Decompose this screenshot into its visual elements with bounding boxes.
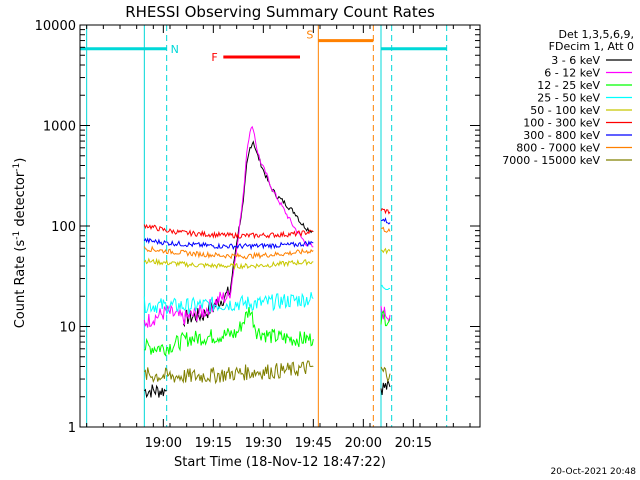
y-axis-label-end: ) bbox=[13, 158, 28, 163]
series-line-2-seg-0 bbox=[144, 307, 314, 357]
y-tick-label-4: 10000 bbox=[35, 19, 76, 34]
series-line-0-seg-0 bbox=[143, 384, 167, 399]
series-line-6-seg-1 bbox=[380, 217, 391, 225]
y-tick-label-2: 100 bbox=[51, 220, 76, 235]
series-line-0-seg-1 bbox=[182, 140, 314, 328]
series-line-8-seg-1 bbox=[380, 366, 391, 383]
series-line-3-seg-1 bbox=[380, 284, 391, 290]
y-tick-label-1: 10 bbox=[59, 321, 76, 336]
series-line-1-seg-0 bbox=[143, 125, 314, 328]
legend-header-0: Det 1,3,5,6,9, bbox=[558, 28, 634, 41]
annotation-label-s: S bbox=[306, 29, 313, 42]
series-line-2-seg-1 bbox=[380, 310, 391, 327]
legend: Det 1,3,5,6,9,FDecim 1, Att 03 - 6 keV6 … bbox=[502, 28, 634, 167]
series-line-5-seg-1 bbox=[380, 207, 391, 215]
legend-label-7: 800 - 7000 keV bbox=[516, 142, 600, 155]
timestamp: 20-Oct-2021 20:48 bbox=[551, 467, 637, 477]
series-line-3-seg-0 bbox=[143, 292, 314, 316]
y-axis-label-main: Count Rate (s bbox=[13, 240, 28, 329]
x-tick-label-3: 19:45 bbox=[295, 436, 332, 451]
legend-header-1: FDecim 1, Att 0 bbox=[549, 40, 634, 53]
series-line-5-seg-0 bbox=[143, 223, 314, 240]
series-line-7-seg-0 bbox=[143, 245, 314, 260]
y-tick-label-0: 1 bbox=[68, 421, 76, 436]
axis-ticks: 19:00 19:15 19:30 19:45 20:00 20:15 1 10 100 1000… bbox=[35, 19, 480, 451]
series-line-6-seg-0 bbox=[143, 237, 314, 251]
legend-label-0: 3 - 6 keV bbox=[551, 54, 600, 67]
y-axis-label: Count Rate (s-1 detector-1) bbox=[12, 158, 28, 329]
legend-label-4: 50 - 100 keV bbox=[530, 104, 600, 117]
y-axis-label-mid: detector bbox=[13, 171, 28, 231]
legend-label-1: 6 - 12 keV bbox=[544, 67, 600, 80]
plot-area: N F S bbox=[80, 25, 448, 427]
y-axis-label-sup2: -1 bbox=[12, 163, 22, 172]
legend-label-2: 12 - 25 keV bbox=[537, 79, 600, 92]
annotation-label-n: N bbox=[171, 43, 179, 56]
series-line-4-seg-1 bbox=[380, 247, 391, 255]
legend-label-5: 100 - 300 keV bbox=[523, 117, 600, 130]
y-tick-label-3: 1000 bbox=[43, 120, 76, 135]
x-tick-label-2: 19:30 bbox=[245, 436, 282, 451]
series-line-7-seg-1 bbox=[380, 226, 391, 233]
series-line-8-seg-0 bbox=[143, 360, 314, 385]
annotation-label-f: F bbox=[211, 51, 217, 64]
y-axis-label-sup1: -1 bbox=[12, 231, 22, 240]
series-line-0-seg-2 bbox=[380, 379, 391, 395]
x-tick-label-0: 19:00 bbox=[145, 436, 182, 451]
legend-label-8: 7000 - 15000 keV bbox=[502, 154, 600, 167]
legend-label-3: 25 - 50 keV bbox=[537, 92, 600, 105]
x-axis-label: Start Time (18-Nov-12 18:47:22) bbox=[174, 455, 386, 470]
series-line-4-seg-0 bbox=[143, 257, 314, 271]
series-line-1-seg-1 bbox=[380, 305, 391, 323]
legend-label-6: 300 - 800 keV bbox=[523, 129, 600, 142]
x-tick-label-4: 20:00 bbox=[345, 436, 382, 451]
chart-title: RHESSI Observing Summary Count Rates bbox=[125, 3, 435, 21]
x-tick-label-5: 20:15 bbox=[395, 436, 432, 451]
x-tick-label-1: 19:15 bbox=[195, 436, 232, 451]
